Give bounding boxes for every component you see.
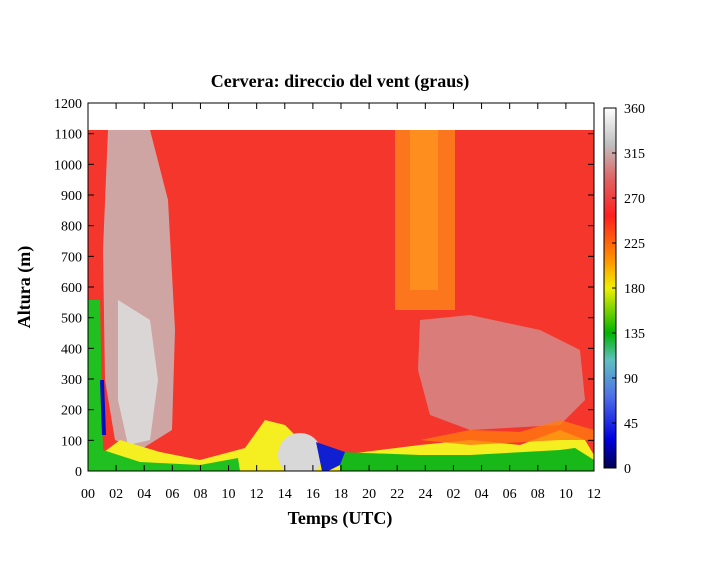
x-tick-label: 06 [503, 487, 517, 502]
colorbar-ticks: 0 45 90 135 180 225 270 315 360 [612, 102, 645, 477]
heatmap-orange-band-core [410, 130, 438, 290]
y-axis-ticks: 0 100 200 300 400 500 600 700 800 900 1000 1100 1200 [54, 97, 594, 480]
heatmap-grey-region [418, 315, 585, 430]
y-tick-label: 1200 [54, 97, 82, 112]
x-tick-label: 02 [446, 487, 460, 502]
x-tick-label: 08 [531, 487, 545, 502]
chart-title: Cervera: direccio del vent (graus) [211, 71, 470, 92]
heatmap-grey-plume-core [118, 300, 158, 445]
colorbar-tick-label: 270 [624, 192, 645, 207]
x-axis-ticks: 00 02 04 06 08 10 12 14 16 18 20 22 24 02 04 06 08 10 12 [81, 103, 601, 502]
y-tick-label: 600 [61, 281, 82, 296]
x-tick-label: 06 [165, 487, 179, 502]
x-tick-label: 04 [137, 487, 151, 502]
x-tick-label: 10 [559, 487, 573, 502]
y-tick-label: 500 [61, 312, 82, 327]
heatmap-blue-edge [100, 380, 106, 435]
y-tick-label: 100 [61, 434, 82, 449]
heatmap-field [88, 130, 594, 471]
y-tick-label: 200 [61, 404, 82, 419]
x-tick-label: 02 [109, 487, 123, 502]
x-tick-label: 24 [418, 487, 432, 502]
x-tick-label: 00 [81, 487, 95, 502]
y-tick-label: 700 [61, 250, 82, 265]
colorbar-tick-label: 45 [624, 417, 638, 432]
x-tick-label: 12 [250, 487, 264, 502]
x-tick-label: 04 [475, 487, 489, 502]
colorbar-tick-label: 225 [624, 237, 645, 252]
x-tick-label: 18 [334, 487, 348, 502]
heatmap-orange-surface [420, 420, 594, 445]
heatmap-green-band-east [340, 448, 594, 471]
y-tick-label: 400 [61, 342, 82, 357]
x-tick-label: 08 [193, 487, 207, 502]
x-axis-title: Temps (UTC) [288, 508, 393, 529]
colorbar-tick-label: 180 [624, 282, 645, 297]
x-tick-label: 10 [222, 487, 236, 502]
x-tick-label: 12 [587, 487, 601, 502]
x-tick-label: 14 [278, 487, 292, 502]
heatmap-blue-pocket [316, 442, 345, 471]
y-axis-title: Altura (m) [14, 246, 35, 328]
colorbar-tick-label: 315 [624, 147, 645, 162]
x-tick-label: 16 [306, 487, 320, 502]
colorbar-tick-label: 360 [624, 102, 645, 117]
colorbar-tick-label: 135 [624, 327, 645, 342]
heatmap-green-band [88, 300, 240, 471]
x-tick-label: 20 [362, 487, 376, 502]
y-tick-label: 300 [61, 373, 82, 388]
colorbar-tick-label: 90 [624, 372, 638, 387]
x-tick-label: 22 [390, 487, 404, 502]
y-tick-label: 800 [61, 220, 82, 235]
y-tick-label: 1000 [54, 158, 82, 173]
heatmap-grey-pocket [278, 433, 322, 471]
y-tick-label: 1100 [55, 128, 82, 143]
colorbar-tick-label: 0 [624, 462, 631, 477]
y-tick-label: 900 [61, 189, 82, 204]
y-tick-label: 0 [75, 465, 82, 480]
